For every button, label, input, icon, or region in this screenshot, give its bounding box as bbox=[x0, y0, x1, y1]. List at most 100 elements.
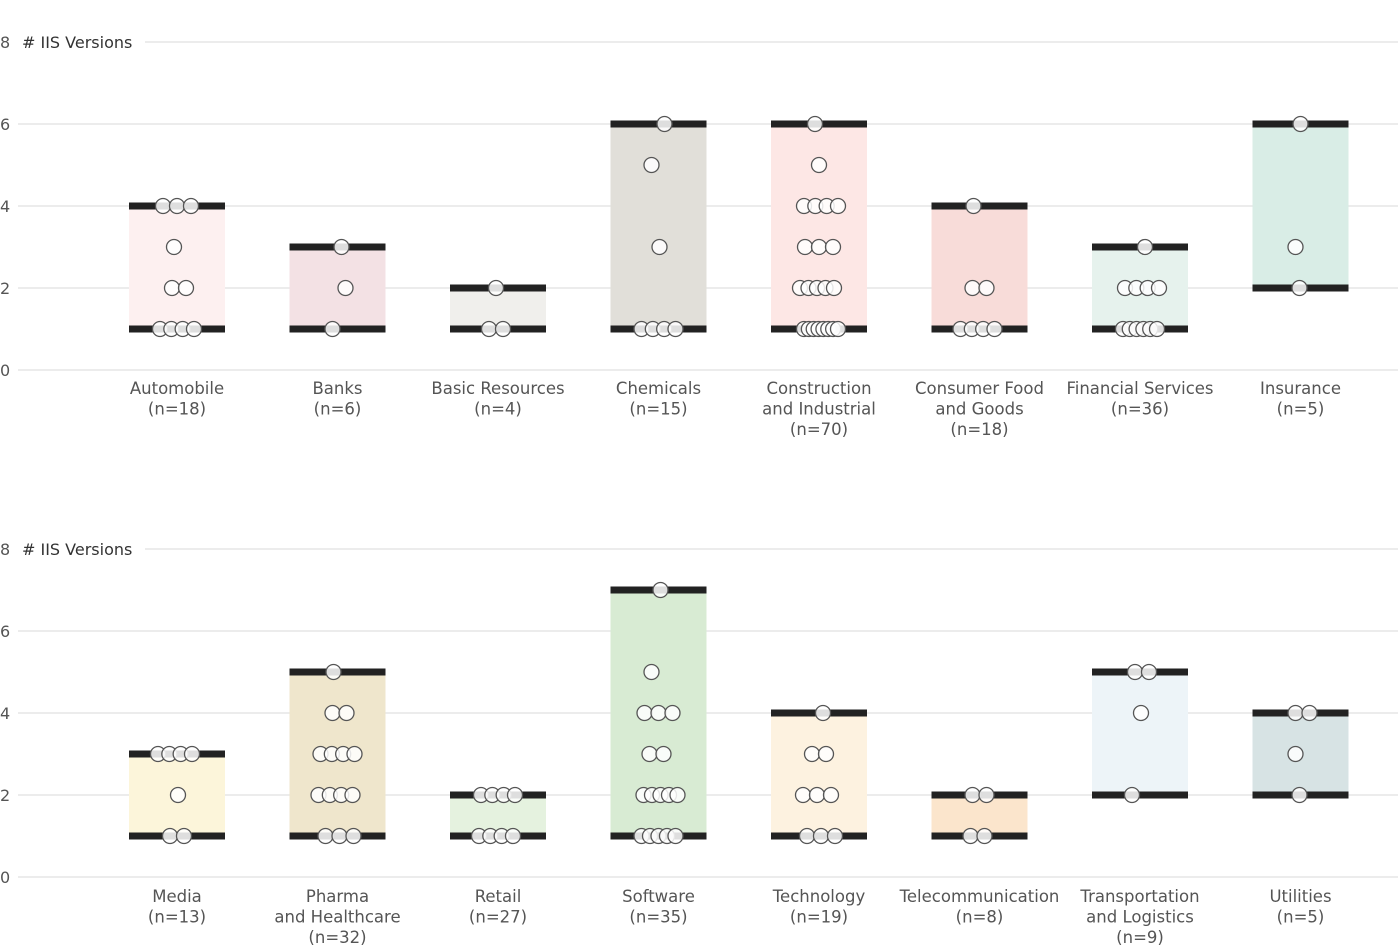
y-tick-label: 6 bbox=[0, 115, 10, 134]
data-point bbox=[824, 238, 842, 256]
category-basic-resources: Basic Resources (n=4) bbox=[431, 279, 565, 419]
category-count-label: (n=18) bbox=[950, 420, 1008, 439]
y-tick-label: 4 bbox=[0, 197, 10, 216]
data-point bbox=[817, 745, 835, 763]
data-point bbox=[641, 745, 658, 763]
data-point bbox=[636, 704, 653, 722]
data-point bbox=[333, 238, 350, 256]
data-point bbox=[344, 786, 361, 804]
category-name-label: Automobile bbox=[130, 379, 224, 398]
category-retail: Retail (n=27) bbox=[450, 786, 546, 927]
category-name-label: Construction bbox=[766, 379, 871, 398]
category-count-label: (n=19) bbox=[790, 908, 848, 927]
range-bar bbox=[931, 795, 1028, 836]
data-point bbox=[1287, 238, 1304, 256]
chart-panel-1: 0 2 4 6 8 # IIS Versions Automobile (n=18) Banks… bbox=[0, 33, 1398, 439]
category-financial-services: Financial Services (n=36) bbox=[1066, 238, 1214, 419]
data-point bbox=[154, 197, 172, 215]
category-software: Software (n=35) bbox=[610, 581, 707, 927]
data-point bbox=[810, 238, 828, 256]
category-technology: Technology (n=19) bbox=[771, 704, 867, 927]
data-point bbox=[182, 197, 200, 215]
data-point bbox=[965, 197, 982, 215]
category-name-label: and Logistics bbox=[1086, 908, 1194, 927]
data-point bbox=[183, 745, 201, 763]
data-point bbox=[656, 115, 673, 133]
data-point bbox=[803, 745, 821, 763]
category-name-label: Consumer Food bbox=[915, 379, 1044, 398]
data-point bbox=[652, 581, 669, 599]
category-utilities: Utilities (n=5) bbox=[1252, 704, 1349, 927]
category-count-label: (n=9) bbox=[1116, 928, 1164, 947]
data-point bbox=[812, 827, 830, 845]
data-point bbox=[810, 156, 828, 174]
data-point bbox=[168, 197, 186, 215]
range-bar bbox=[771, 713, 867, 836]
range-bar bbox=[1092, 672, 1188, 795]
data-point bbox=[667, 320, 684, 338]
data-point bbox=[651, 238, 668, 256]
data-point bbox=[346, 745, 363, 763]
range-bar bbox=[129, 206, 225, 329]
category-name-label: Software bbox=[622, 887, 695, 906]
data-point bbox=[643, 663, 660, 681]
range-bar bbox=[610, 124, 707, 329]
y-axis-label: # IIS Versions bbox=[22, 540, 132, 559]
category-count-label: (n=32) bbox=[308, 928, 366, 947]
data-point bbox=[962, 827, 979, 845]
category-count-label: (n=15) bbox=[629, 400, 687, 419]
data-point bbox=[808, 786, 826, 804]
range-bar bbox=[771, 124, 867, 329]
data-point bbox=[169, 786, 187, 804]
category-banks: Banks (n=6) bbox=[289, 238, 386, 419]
data-point bbox=[163, 279, 181, 297]
category-count-label: (n=27) bbox=[469, 908, 527, 927]
data-point bbox=[798, 827, 816, 845]
data-point bbox=[504, 827, 522, 845]
data-point bbox=[826, 827, 844, 845]
category-name-label: Insurance bbox=[1260, 379, 1341, 398]
category-name-label: Financial Services bbox=[1066, 379, 1213, 398]
category-name-label: and Industrial bbox=[762, 400, 876, 419]
category-media: Media (n=13) bbox=[129, 745, 225, 927]
y-tick-label: 4 bbox=[0, 704, 10, 723]
data-point bbox=[1291, 786, 1308, 804]
category-name-label: Banks bbox=[312, 379, 362, 398]
data-point bbox=[650, 704, 667, 722]
category-chemicals: Chemicals (n=15) bbox=[610, 115, 707, 419]
data-point bbox=[1291, 279, 1308, 297]
category-count-label: (n=8) bbox=[956, 908, 1004, 927]
data-point bbox=[986, 320, 1003, 338]
data-point bbox=[325, 663, 342, 681]
y-tick-label: 2 bbox=[0, 786, 10, 805]
y-tick-label: 8 bbox=[0, 540, 10, 559]
data-point bbox=[794, 786, 812, 804]
data-point bbox=[161, 827, 179, 845]
data-point bbox=[1132, 704, 1150, 722]
data-point bbox=[324, 320, 341, 338]
data-point bbox=[480, 320, 498, 338]
category-name-label: and Goods bbox=[935, 400, 1023, 419]
y-tick-label: 0 bbox=[0, 361, 10, 380]
range-bar bbox=[1252, 124, 1349, 288]
category-count-label: (n=6) bbox=[314, 400, 362, 419]
y-axis-label: # IIS Versions bbox=[22, 33, 132, 52]
category-name-label: Basic Resources bbox=[431, 379, 564, 398]
data-point bbox=[1150, 279, 1168, 297]
category-count-label: (n=36) bbox=[1111, 400, 1169, 419]
data-point bbox=[185, 320, 203, 338]
data-point bbox=[324, 704, 341, 722]
data-point bbox=[165, 238, 183, 256]
category-name-label: Utilities bbox=[1269, 887, 1331, 906]
data-point bbox=[796, 238, 814, 256]
category-name-label: and Healthcare bbox=[274, 908, 400, 927]
data-point bbox=[1301, 704, 1318, 722]
category-count-label: (n=5) bbox=[1277, 908, 1325, 927]
data-point bbox=[964, 786, 981, 804]
data-point bbox=[806, 115, 824, 133]
data-point bbox=[1140, 663, 1158, 681]
data-point bbox=[829, 320, 847, 338]
category-transportation-and-logistics: Transportation and Logistics(n=9) bbox=[1079, 663, 1200, 947]
